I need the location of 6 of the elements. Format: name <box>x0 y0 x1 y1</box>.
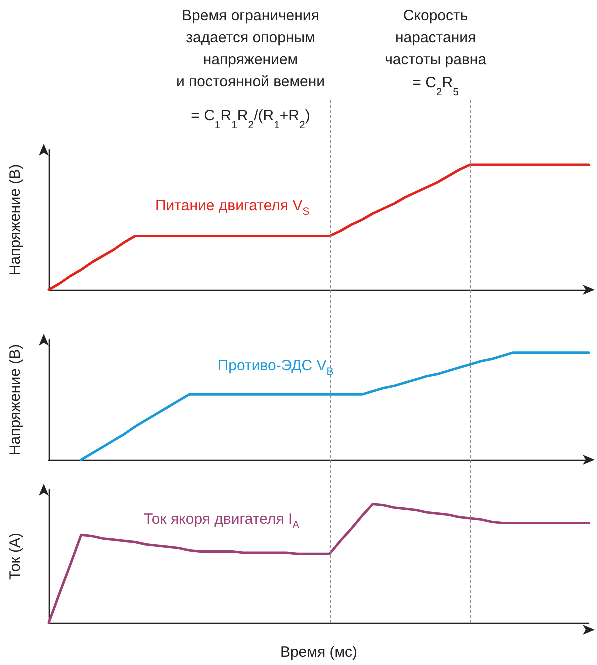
y-axis-title: Ток (А) <box>7 532 24 580</box>
text: Время ограничения задается опорным напряжением и постоянной вемени <box>176 8 326 90</box>
y-axis-title: Напряжение (В) <box>7 164 24 276</box>
y-axis-title: Напряжение (В) <box>7 344 24 456</box>
x-axis-title: Время (мс) <box>280 644 358 661</box>
text: Скорость нарастания частоты равна <box>385 8 488 68</box>
